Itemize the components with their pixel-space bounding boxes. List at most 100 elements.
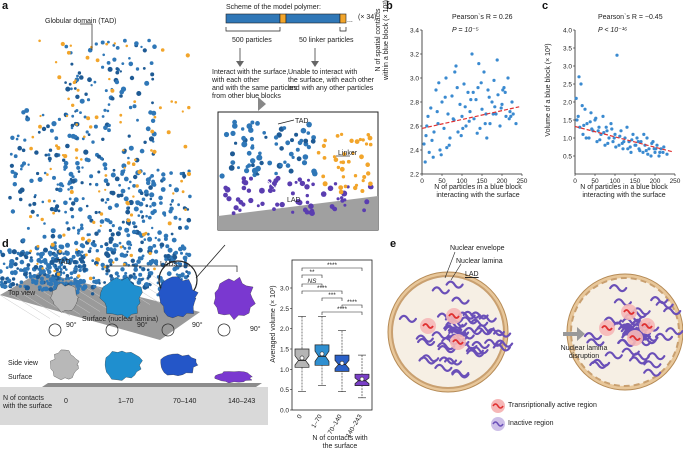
inset-particle (274, 142, 279, 146)
blue-particle (115, 243, 119, 248)
sig-label: **** (317, 285, 328, 292)
blue-particle (53, 257, 60, 263)
inset-particle (311, 135, 316, 140)
inset-linker (366, 133, 371, 137)
blue-particle (179, 172, 183, 176)
blue-particle (108, 247, 114, 252)
blue-particle (93, 284, 97, 289)
inset-linker (346, 159, 351, 164)
c-pearson: Pearson`s R = −0.45 (598, 14, 663, 21)
data-point (445, 146, 449, 150)
linker-particle (95, 264, 99, 267)
data-point (590, 127, 594, 131)
inactive-chromatin (466, 349, 485, 358)
blue-particle (77, 71, 82, 75)
sig-bracket (341, 304, 363, 308)
blue-particle (171, 237, 177, 243)
blue-particle (25, 115, 29, 118)
data-point (635, 136, 639, 140)
linker-particle (57, 75, 62, 80)
e-disruption-1: Nuclear lamina (560, 345, 608, 352)
inset-linker (366, 171, 371, 176)
data-point (503, 90, 507, 94)
blue-particle (110, 96, 115, 101)
data-point (619, 129, 623, 133)
panel-d-label: d (2, 238, 9, 250)
data-point (574, 96, 578, 100)
blue-particle (34, 281, 39, 286)
blue-particle (136, 118, 139, 122)
surface-stripe (19, 291, 61, 318)
blue-desc-1: Interact with the surface, (212, 69, 289, 76)
blue-particle (110, 172, 116, 178)
inset-particle (306, 210, 311, 215)
blue-particle (114, 271, 119, 276)
plot-frame (291, 259, 373, 411)
d-box-xlabel-2: the surface (322, 443, 358, 450)
data-point (496, 93, 500, 97)
blue-particle (73, 197, 79, 203)
blue-particle (57, 117, 62, 121)
inset-particle (238, 208, 242, 212)
data-point (602, 131, 606, 135)
inset-linker (353, 174, 358, 178)
inset-particle (228, 165, 235, 171)
inset-particle (230, 160, 236, 165)
data-point (448, 136, 452, 140)
data-point (442, 126, 446, 130)
inset-particle (302, 154, 309, 160)
inset-particle (256, 204, 260, 208)
linker-particle (50, 242, 55, 247)
blue-particle (152, 244, 157, 248)
inactive-chromatin (663, 307, 682, 316)
inset-linker (364, 142, 369, 146)
sig-label: **** (347, 299, 358, 306)
inactive-chromatin (586, 338, 605, 347)
blue-particle (135, 200, 138, 204)
blue-particle (188, 194, 192, 199)
blue-particle (79, 243, 85, 248)
blue-particle (174, 250, 178, 255)
blue-particle (142, 172, 146, 176)
blue-particle (82, 263, 87, 268)
data-point (436, 122, 440, 126)
inset-particle (343, 203, 347, 207)
active-chromatin (452, 339, 464, 345)
blue-particle (126, 233, 131, 238)
lamina-pointer (450, 263, 462, 281)
blue-particle (182, 255, 188, 261)
data-point (460, 114, 464, 118)
data-point (438, 148, 442, 152)
data-point (606, 141, 610, 145)
blue-particle (67, 133, 72, 138)
data-point (661, 150, 665, 154)
blue-particle (83, 115, 87, 119)
linker-particle (65, 114, 69, 118)
blue-particle (40, 268, 46, 275)
inset-particle (320, 191, 327, 197)
inset-particle (237, 166, 240, 170)
blue-particle (42, 234, 47, 239)
inset-particle (274, 171, 278, 176)
linker-particle (166, 130, 171, 135)
blue-particle (102, 162, 108, 168)
blue-particle (79, 98, 85, 104)
linker-particle (36, 262, 39, 265)
inset-linker (367, 135, 373, 141)
blue-particle (58, 258, 64, 264)
data-point (588, 120, 592, 124)
blue-particle (157, 230, 162, 235)
blue-particle (41, 126, 47, 132)
inset-particle (246, 188, 252, 193)
data-point (655, 143, 659, 147)
blue-particle (109, 190, 114, 195)
data-point (430, 138, 434, 142)
surface-stripe (0, 294, 41, 321)
blue-particle (45, 267, 48, 270)
side-view-shape (160, 353, 199, 376)
blue-particle (19, 259, 25, 265)
blue-particle (91, 259, 95, 262)
blue-particle (51, 278, 56, 283)
blue-particle (47, 153, 51, 157)
blue-particle (18, 284, 22, 288)
